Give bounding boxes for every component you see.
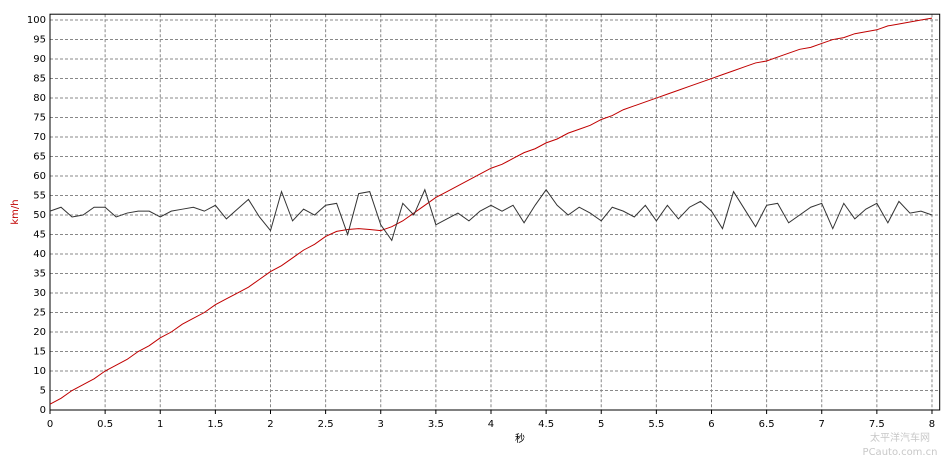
x-tick-label: 7 xyxy=(819,419,825,430)
x-tick-label: 6 xyxy=(708,419,714,430)
x-axis-label: 秒 xyxy=(515,432,525,445)
y-tick-label: 5 xyxy=(40,386,46,397)
y-tick-label: 50 xyxy=(33,210,46,221)
watermark-url: PCauto.com.cn xyxy=(863,447,938,458)
y-tick-label: 40 xyxy=(33,249,46,260)
x-tick-label: 4 xyxy=(488,419,494,430)
x-tick-label: 8 xyxy=(929,419,935,430)
x-tick-label: 1.5 xyxy=(207,419,223,430)
x-tick-label: 0.5 xyxy=(97,419,113,430)
y-tick-label: 60 xyxy=(33,171,46,182)
plot-frame xyxy=(49,13,941,411)
x-tick-label: 1 xyxy=(157,419,163,430)
y-tick-label: 0 xyxy=(40,405,46,416)
y-tick-label: 70 xyxy=(33,132,46,143)
x-tick-label: 4.5 xyxy=(538,419,554,430)
x-tick-label: 5.5 xyxy=(648,419,664,430)
x-tick-label: 7.5 xyxy=(869,419,885,430)
x-tick-label: 2.5 xyxy=(318,419,334,430)
y-tick-label: 10 xyxy=(33,366,46,377)
y-tick-label: 65 xyxy=(33,152,46,163)
y-tick-label: 55 xyxy=(33,191,46,202)
x-tick-label: 6.5 xyxy=(759,419,775,430)
x-tick-label: 5 xyxy=(598,419,604,430)
series-line xyxy=(49,17,933,405)
y-tick-label: 35 xyxy=(33,269,46,280)
x-tick-label: 3.5 xyxy=(428,419,444,430)
y-tick-label: 25 xyxy=(33,308,46,319)
y-axis-label: km/h xyxy=(10,199,21,224)
y-tick-label: 100 xyxy=(27,15,46,26)
y-tick-label: 20 xyxy=(33,327,46,338)
y-tick-label: 45 xyxy=(33,230,46,241)
series-line xyxy=(49,188,933,242)
y-tick-label: 30 xyxy=(33,288,46,299)
x-tick-label: 2 xyxy=(267,419,273,430)
y-tick-label: 80 xyxy=(33,93,46,104)
x-tick-label: 0 xyxy=(47,419,53,430)
y-tick-label: 75 xyxy=(33,113,46,124)
watermark: 太平洋汽车网 xyxy=(870,431,930,444)
y-tick-label: 85 xyxy=(33,74,46,85)
y-tick-label: 15 xyxy=(33,347,46,358)
y-tick-label: 90 xyxy=(33,54,46,65)
y-tick-label: 95 xyxy=(33,35,46,46)
x-tick-label: 3 xyxy=(378,419,384,430)
